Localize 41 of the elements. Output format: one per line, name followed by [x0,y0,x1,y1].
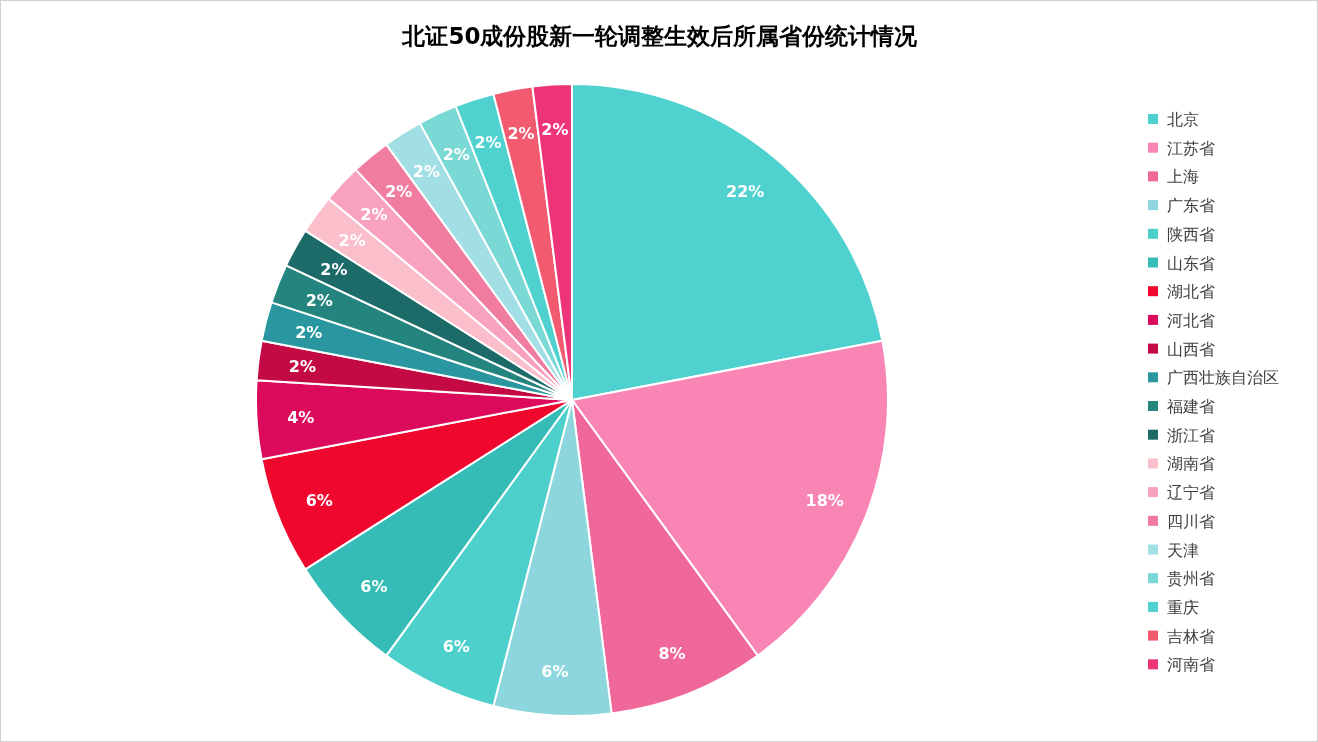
legend-label: 浙江省 [1167,425,1215,445]
data-label: 2% [360,204,388,224]
data-label: 6% [360,577,388,597]
data-label: 2% [320,260,348,280]
data-label: 2% [385,181,413,201]
data-label: 2% [288,356,316,376]
legend-label: 辽宁省 [1167,483,1215,503]
data-label: 18% [805,491,844,511]
legend-label: 重庆 [1167,597,1199,617]
data-label: 2% [305,290,333,310]
legend-label: 广西壮族自治区 [1167,368,1279,388]
data-label: 2% [474,132,502,152]
data-label: 2% [507,124,535,144]
data-label: 22% [726,181,765,201]
data-label: 2% [412,161,440,181]
legend-label: 上海 [1167,167,1199,187]
legend-label: 四川省 [1167,511,1215,531]
legend-label: 江苏省 [1167,138,1215,158]
chart-title: 北证50成份股新一轮调整生效后所属省份统计情况 [401,23,919,49]
legend-label: 河北省 [1167,310,1215,330]
legend-label: 河南省 [1167,655,1215,675]
data-label: 4% [287,408,315,428]
data-label: 2% [541,119,569,139]
legend-label: 北京 [1167,110,1199,129]
data-label: 6% [305,491,333,511]
data-label: 8% [658,643,686,663]
data-label: 2% [295,323,323,343]
legend-label: 湖南省 [1167,454,1215,474]
legend-label: 广东省 [1167,196,1215,216]
legend-label: 福建省 [1167,397,1215,416]
data-label: 6% [442,636,470,656]
legend-label: 天津 [1167,540,1199,560]
data-label: 2% [442,145,470,165]
legend-label: 湖北省 [1167,282,1215,302]
data-label: 2% [338,231,366,251]
legend-label: 山西省 [1167,339,1215,359]
data-label: 6% [541,662,569,682]
legend-label: 山东省 [1167,253,1215,273]
legend-label: 陕西省 [1167,224,1215,244]
legend-label: 吉林省 [1167,626,1215,646]
legend-label: 贵州省 [1167,569,1215,589]
